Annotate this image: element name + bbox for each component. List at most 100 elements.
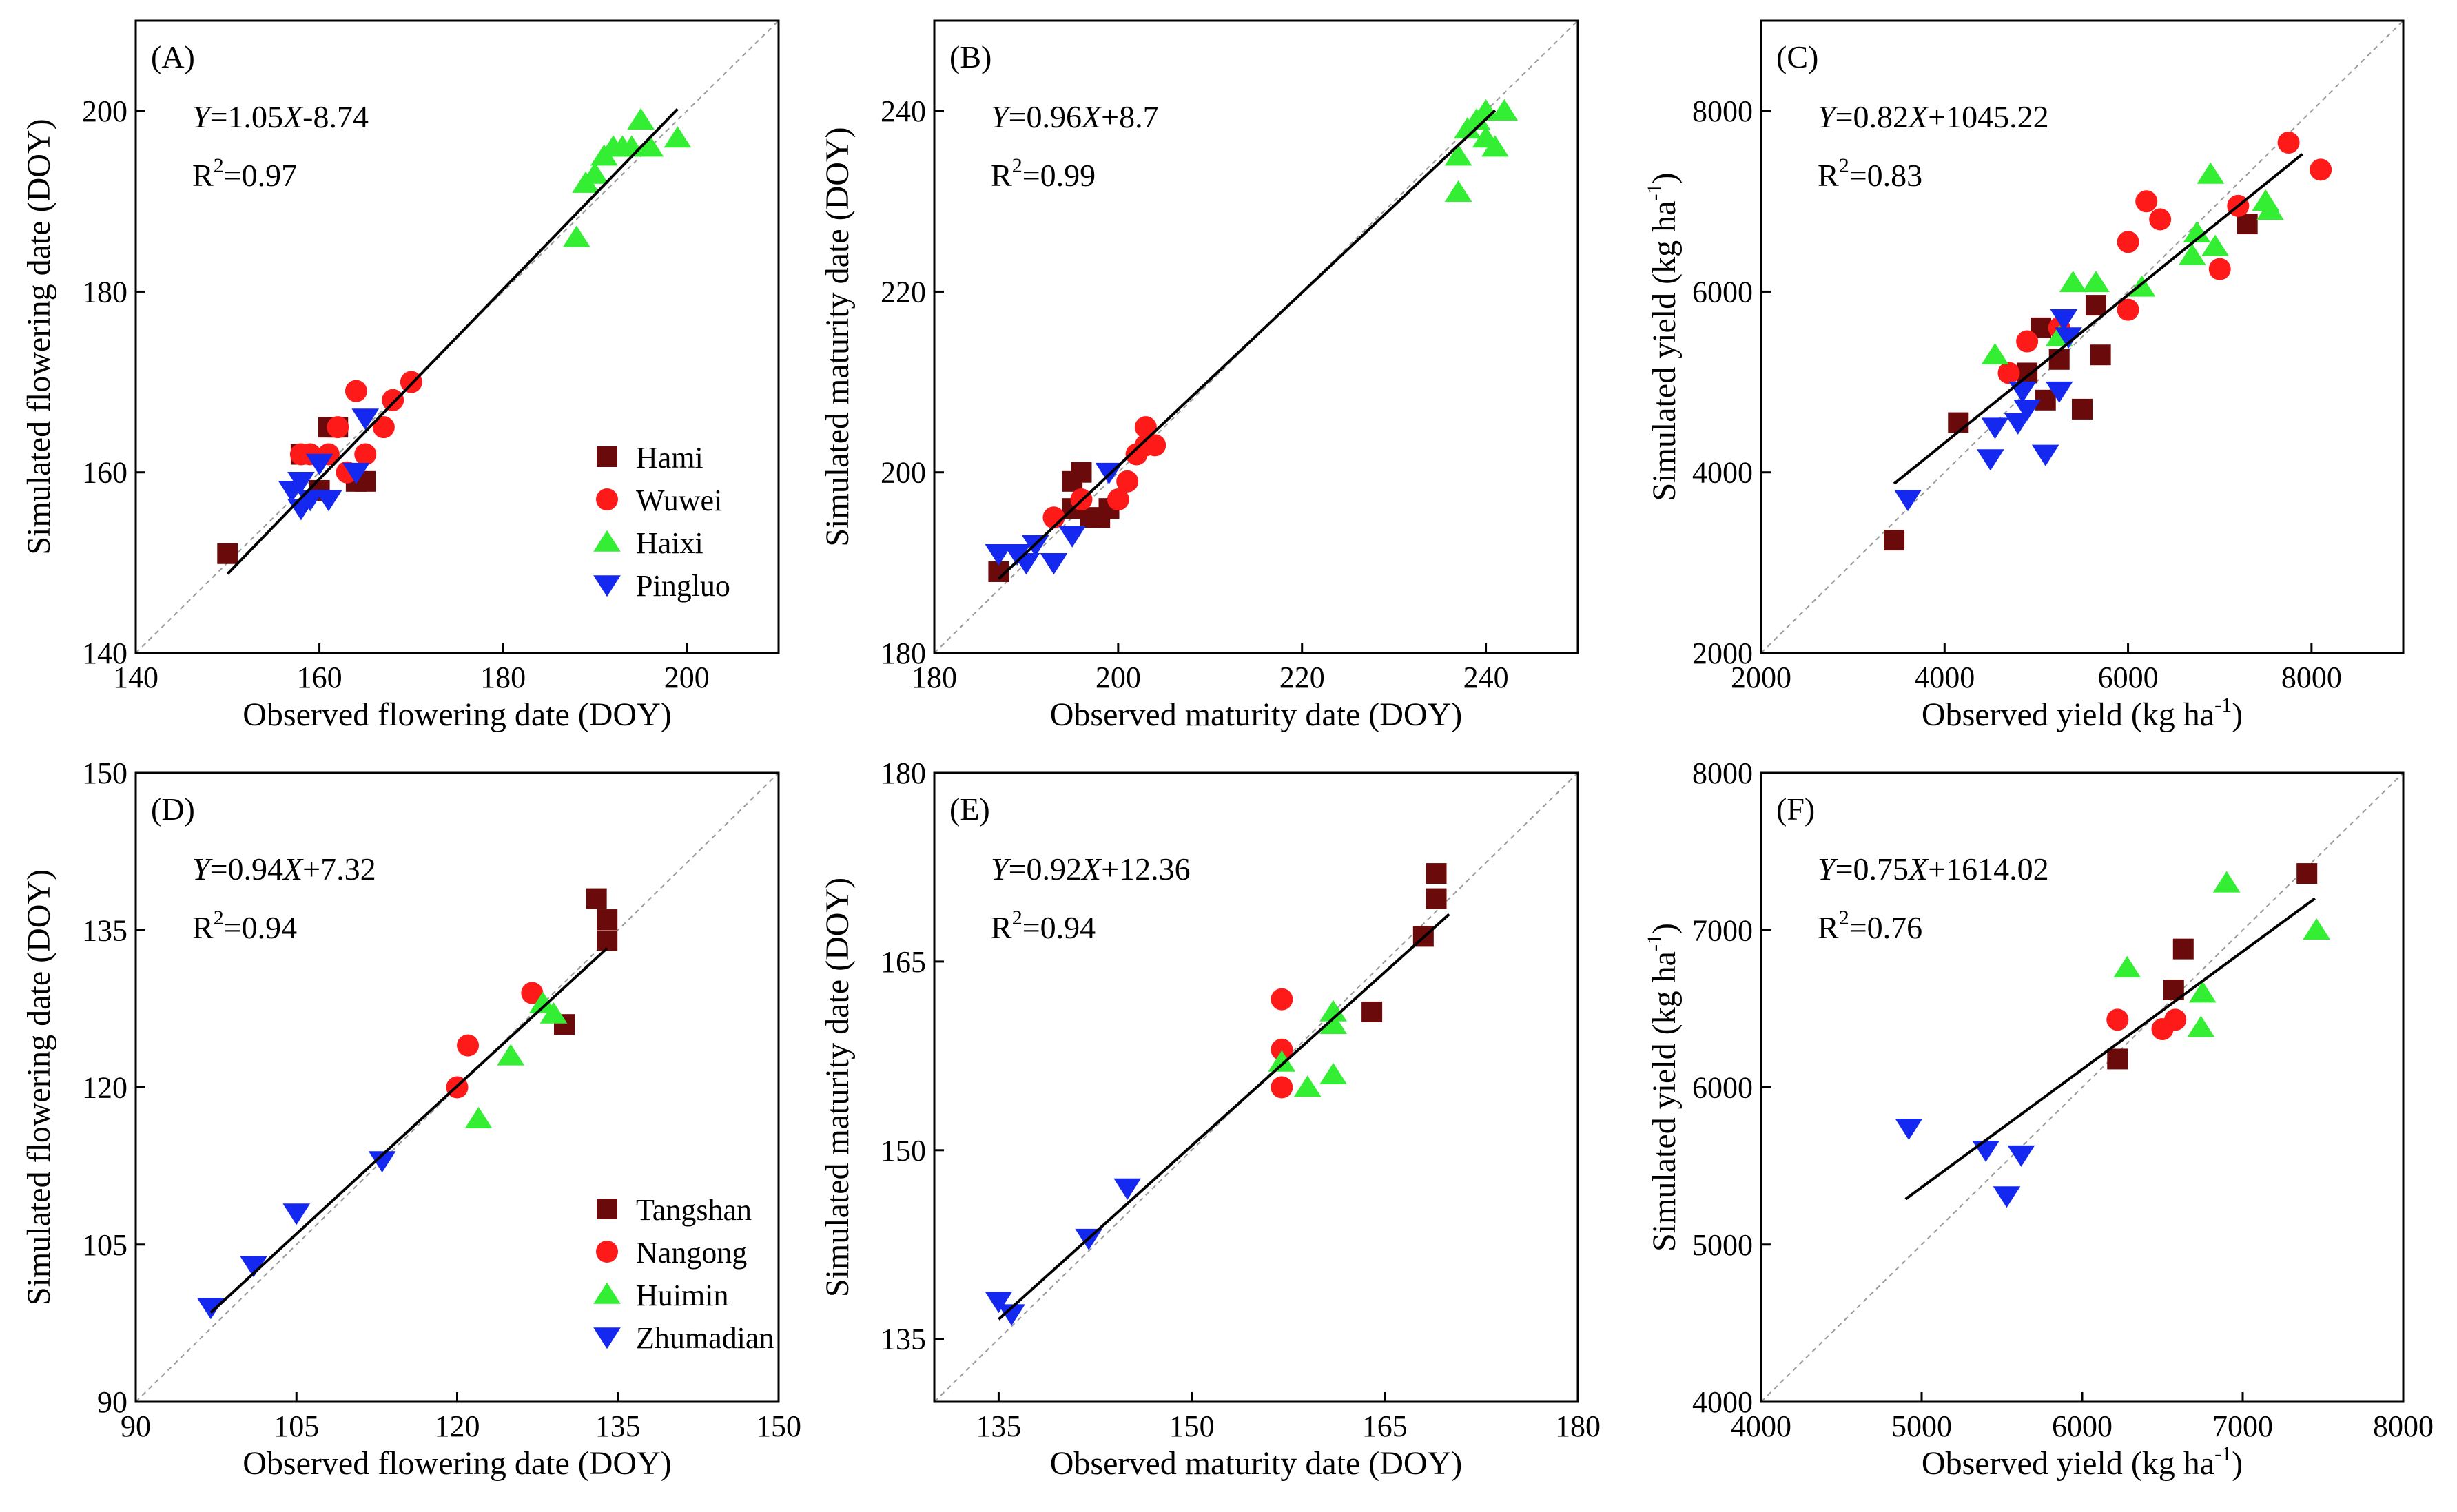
regression-line [1904,897,2316,1201]
x-tick-label: 105 [274,1409,319,1443]
data-point [2303,918,2331,940]
series-haixi [562,108,692,247]
data-point [2296,863,2318,884]
regression-line [998,913,1450,1321]
data-point [2212,871,2241,893]
r-squared: R2=0.94 [991,907,1096,945]
legend-label: Wuwei [636,484,722,517]
y-tick-label: 135 [82,913,127,947]
regression-line [1893,153,2303,485]
data-point [636,135,664,157]
legend-marker [597,1199,617,1219]
y-axis-label: Simulated maturity date (DOY) [819,127,856,546]
x-tick-label: 220 [1279,661,1325,694]
x-axis-label-text: Observed yield (kg ha [1922,696,2214,733]
data-point [197,1298,225,1320]
data-point [2055,327,2082,349]
data-point [2188,981,2217,1003]
x-tick-label: 2000 [1731,661,1791,694]
data-point [2164,1008,2187,1031]
y-tick-label: 90 [97,1385,127,1419]
data-point [1107,488,1129,511]
data-point [985,543,1013,566]
r2-superscript: 2 [1012,907,1022,929]
data-point [1444,144,1472,166]
legend-marker [596,488,618,510]
y-tick-label: 150 [82,756,127,790]
y-axis-label-close: ) [1646,923,1683,934]
panel-C: 2000 4000 6000 80002000400060008000(C)Y=0.8… [1643,19,2405,733]
r2-superscript: 2 [214,907,224,929]
legend-label: Zhumadian [636,1321,774,1355]
regression-line [998,109,1497,580]
equation-part: X [1907,851,1929,887]
y-tick-label: 8000 [1692,756,1753,790]
legend-label: Pingluo [636,569,730,603]
r2-letter: R [991,158,1012,193]
series-nangong [1271,988,1293,1099]
series-tangshan [1361,863,1447,1022]
data-point [1894,490,1922,512]
data-point [985,1292,1013,1314]
y-tick-label: 6000 [1692,275,1753,309]
r2-letter: R [1818,158,1839,193]
regression-equation: Y=0.75X+1614.02 [1818,851,2049,887]
equation-part: +12.36 [1101,851,1190,887]
x-tick-label: 200 [1096,661,1141,694]
y-tick-label: 105 [82,1228,127,1262]
regression-equation: Y=1.05X-8.74 [192,99,369,134]
x-tick-label: 6000 [2052,1409,2112,1443]
data-point [345,380,367,402]
r2-value: =0.94 [1022,910,1096,945]
panel-label: (F) [1776,791,1815,827]
equation-part: =0.82 [1836,99,1909,134]
equation-part: Y [192,99,213,134]
data-point [2201,234,2229,256]
one-to-one-line [1760,772,2404,1402]
data-point [2050,309,2078,331]
data-point [1319,1012,1347,1034]
equation-part: =0.96 [1009,99,1082,134]
data-point [2059,271,2087,293]
equation-part: =0.75 [1836,851,1909,887]
r2-superscript: 2 [1839,154,1849,177]
y-tick-label: 4000 [1692,1385,1753,1419]
data-point [664,126,692,148]
y-tick-label: 180 [881,636,926,670]
y-tick-label: 7000 [1692,913,1753,947]
panel-B: 180 200 220 240180200220240(B)Y=0.96X+8.7R2… [819,19,1579,733]
r2-superscript: 2 [214,154,224,177]
x-tick-label: 90 [121,1409,151,1443]
plot-frame [933,771,1579,1403]
equation-part: +1045.22 [1928,99,2048,134]
data-point [2197,162,2225,184]
y-axis-label-superscript: -1 [1643,934,1666,951]
data-point [1116,470,1139,493]
panel-label: (E) [949,791,990,827]
data-point [597,930,618,951]
data-point [217,543,238,564]
data-point [2187,1015,2215,1037]
data-point [287,472,315,494]
y-tick-label: 2000 [1692,636,1753,670]
data-point [1997,362,2020,384]
data-point [1981,417,2009,439]
data-point [586,888,607,909]
equation-part: +1614.02 [1928,851,2048,887]
r2-superscript: 2 [1839,907,1849,929]
data-point [1490,99,1519,121]
y-tick-label: 240 [881,94,926,128]
panel-E: 135 150 165 180 135 150 165 180 (E)Y=0.92X+12.36… [819,756,1601,1482]
y-axis-label: Simulated flowering date (DOY) [21,869,57,1305]
data-point [2149,208,2172,231]
equation-part: X [282,851,304,887]
equation-part: X [1080,851,1102,887]
y-tick-label: 180 [82,275,127,309]
data-point [539,1002,568,1024]
y-axis-label: Simulated yield (kg ha-1) [1643,923,1683,1252]
y-axis-label-text: Simulated yield (kg ha [1646,951,1683,1252]
plot-frame [134,19,780,654]
regression-equation: Y=0.82X+1045.22 [1818,99,2049,134]
y-tick-label: 140 [82,636,127,670]
x-tick-label: 150 [756,1409,801,1443]
